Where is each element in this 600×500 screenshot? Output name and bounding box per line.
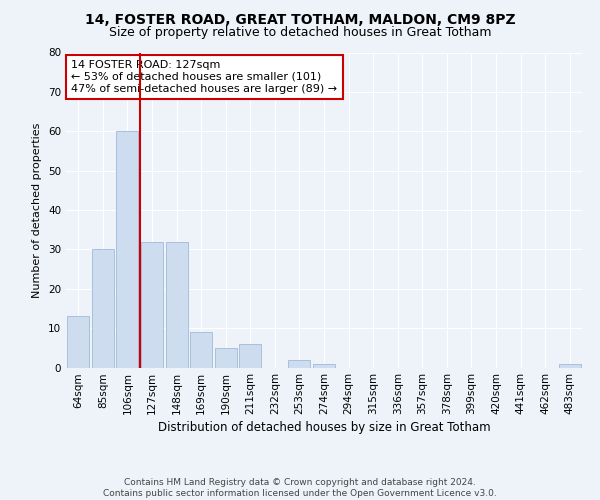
Text: Contains HM Land Registry data © Crown copyright and database right 2024.
Contai: Contains HM Land Registry data © Crown c… — [103, 478, 497, 498]
Text: 14 FOSTER ROAD: 127sqm
← 53% of detached houses are smaller (101)
47% of semi-de: 14 FOSTER ROAD: 127sqm ← 53% of detached… — [71, 60, 337, 94]
Bar — [289, 360, 310, 368]
Bar — [67, 316, 89, 368]
Bar — [239, 344, 262, 368]
Bar — [190, 332, 212, 368]
X-axis label: Distribution of detached houses by size in Great Totham: Distribution of detached houses by size … — [158, 422, 490, 434]
Bar — [313, 364, 335, 368]
Bar — [141, 242, 163, 368]
Bar — [92, 250, 114, 368]
Text: 14, FOSTER ROAD, GREAT TOTHAM, MALDON, CM9 8PZ: 14, FOSTER ROAD, GREAT TOTHAM, MALDON, C… — [85, 12, 515, 26]
Bar — [559, 364, 581, 368]
Y-axis label: Number of detached properties: Number of detached properties — [32, 122, 43, 298]
Text: Size of property relative to detached houses in Great Totham: Size of property relative to detached ho… — [109, 26, 491, 39]
Bar — [116, 131, 139, 368]
Bar — [215, 348, 237, 368]
Bar — [166, 242, 188, 368]
